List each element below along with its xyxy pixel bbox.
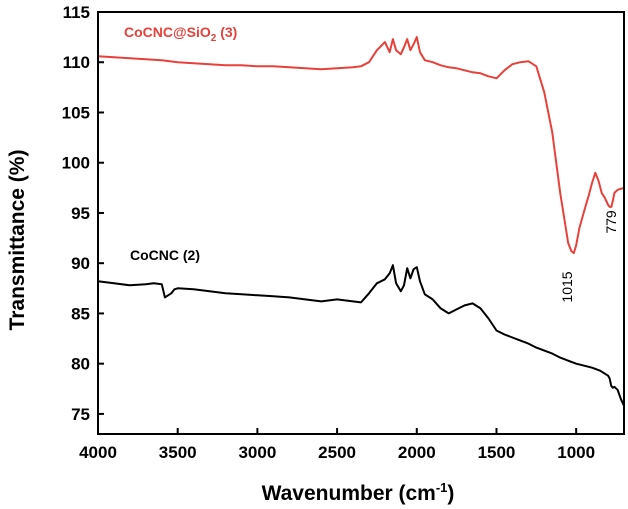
x-tick-label: 3500	[159, 443, 197, 462]
series-label-cocnc-sio2-end: (3)	[216, 24, 237, 40]
x-tick-label: 4000	[79, 443, 117, 462]
y-tick-label: 105	[62, 103, 90, 122]
y-tick-label: 75	[71, 405, 90, 424]
x-tick-label: 1000	[557, 443, 595, 462]
series-label-cocnc-sio2-main: CoCNC@SiO	[124, 24, 211, 40]
y-tick-label: 110	[63, 53, 90, 72]
y-axis-title: Transmittance (%)	[6, 150, 29, 331]
ticks-layer: 4000 3500 3000 2500 2000 1500 1000 75 80 85 90 95 10…	[62, 3, 595, 462]
series-label-cocnc-sio2: CoCNC@SiO2 (3)	[124, 24, 237, 44]
peak-label-779: 779	[603, 210, 619, 234]
series-label-cocnc: CoCNC (2)	[130, 247, 200, 263]
x-axis-title-main: Wavenumber (cm	[262, 482, 436, 505]
y-tick-label: 100	[62, 154, 90, 173]
series-line-cocnc	[97, 264, 625, 407]
y-tick-label: 85	[71, 304, 90, 323]
y-tick-label: 90	[71, 254, 90, 273]
x-axis-title-end: )	[447, 482, 454, 505]
peak-label-1015: 1015	[559, 271, 575, 302]
y-tick-label: 95	[71, 204, 90, 223]
plot-frame	[97, 11, 625, 435]
x-axis-title-sup: -1	[436, 480, 448, 495]
x-tick-label: 2500	[318, 443, 356, 462]
series-label-cocnc-sio2-sub: 2	[211, 33, 217, 44]
x-tick-label: 1500	[478, 443, 516, 462]
y-tick-label: 115	[63, 3, 90, 22]
x-tick-label: 2000	[398, 443, 436, 462]
series-layer	[97, 36, 625, 407]
x-tick-label: 3000	[238, 443, 276, 462]
series-line-cocnc-sio2	[97, 36, 625, 255]
y-tick-label: 80	[71, 355, 90, 374]
x-axis-title: Wavenumber (cm-1)	[262, 480, 455, 505]
